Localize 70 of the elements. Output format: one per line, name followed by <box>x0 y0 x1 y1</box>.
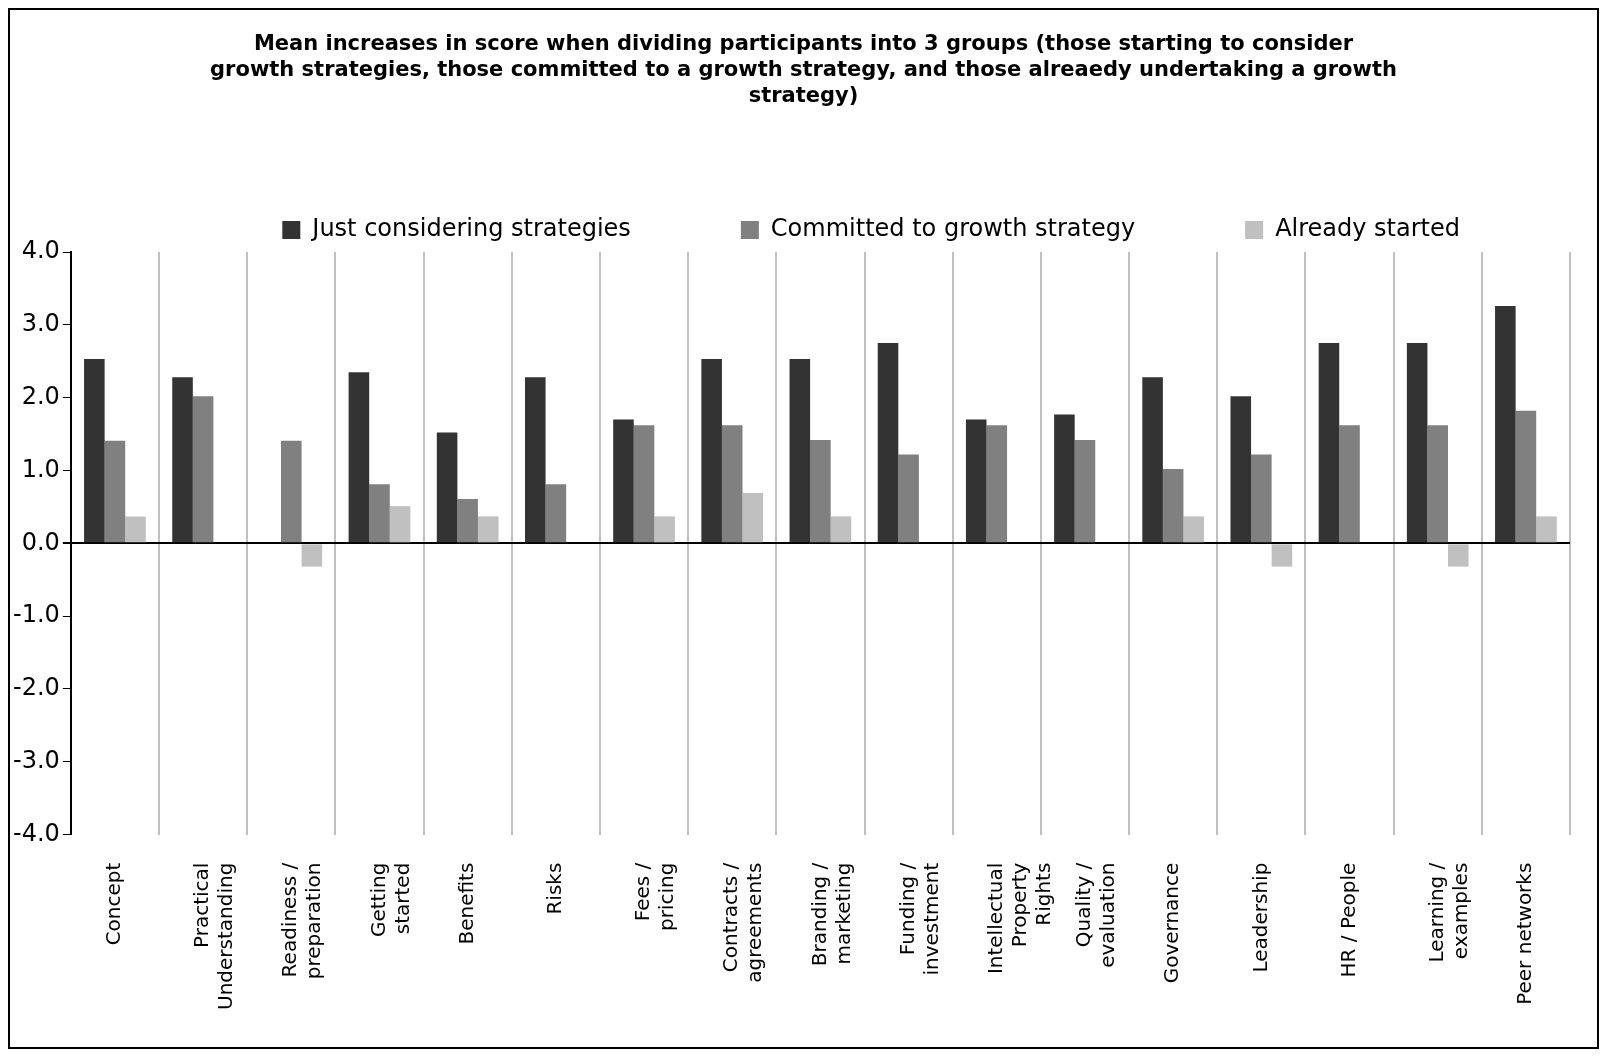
bar <box>545 484 567 543</box>
y-tick-label: 0.0 <box>21 527 60 556</box>
bar <box>613 419 634 543</box>
bar <box>810 439 831 543</box>
x-tick-label: HR / People <box>1335 862 1360 978</box>
y-tick-label: 2.0 <box>21 381 60 410</box>
x-tick-label: Readiness / preparation <box>277 862 326 980</box>
bar <box>524 377 546 543</box>
bar <box>1427 425 1449 543</box>
y-tick-label: 1.0 <box>21 454 60 483</box>
bar <box>965 419 987 543</box>
y-tick-label: -3.0 <box>13 746 60 775</box>
bar <box>789 359 811 543</box>
bar <box>1142 377 1163 543</box>
y-tick-label: 3.0 <box>21 309 60 338</box>
bar <box>389 506 411 543</box>
x-tick-label: Governance <box>1159 862 1184 984</box>
x-tick-label: Fees / pricing <box>630 862 679 932</box>
bar <box>830 516 852 543</box>
bar <box>457 498 478 543</box>
bar <box>986 425 1008 543</box>
bar <box>1251 454 1272 543</box>
bar <box>1230 396 1252 543</box>
bar <box>436 432 458 543</box>
bar <box>369 484 390 543</box>
y-tick-label: -1.0 <box>13 600 60 629</box>
legend-label: Already started <box>1275 214 1461 243</box>
bar <box>1406 343 1428 543</box>
bar <box>172 377 193 543</box>
bar <box>721 425 743 543</box>
bar <box>877 343 899 543</box>
bar <box>898 454 919 543</box>
bar <box>104 440 126 543</box>
x-tick-label: Concept <box>101 862 126 946</box>
legend-label: Just considering strategies <box>310 214 631 243</box>
bar <box>1318 343 1340 543</box>
y-tick-label: 4.0 <box>21 236 60 265</box>
bar <box>1448 544 1469 567</box>
bar <box>1074 439 1096 543</box>
bar <box>1495 305 1516 543</box>
x-tick-label: Quality / evaluation <box>1071 862 1120 968</box>
x-tick-label: Leadership <box>1247 862 1272 973</box>
bar <box>701 359 722 543</box>
x-tick-label: Practical Understanding <box>189 862 238 1011</box>
chart-title: Mean increases in score when dividing participants into 3 groups (those starting to consider growth strategies, those committed to a growth strategy, and those alreaedy undertaking a growth strategy) <box>209 30 1398 108</box>
bar <box>1054 414 1075 543</box>
bar <box>1515 410 1537 543</box>
bar <box>125 516 146 543</box>
x-tick-label: Peer networks <box>1512 862 1537 1005</box>
x-tick-label: Risks <box>542 862 567 915</box>
bar <box>301 544 323 567</box>
x-tick-label: Benefits <box>453 862 478 945</box>
bar <box>84 359 105 543</box>
bar <box>1162 469 1184 543</box>
bar <box>1339 425 1360 543</box>
bar <box>1536 516 1557 543</box>
bar <box>477 516 499 543</box>
bar <box>281 440 302 543</box>
x-tick-label: Intellectual Property Rights <box>982 862 1055 975</box>
y-tick-label: -2.0 <box>13 673 60 702</box>
y-tick-label: -4.0 <box>13 818 60 847</box>
bar <box>633 425 655 543</box>
bar <box>348 372 370 543</box>
legend-label: Committed to growth strategy <box>770 214 1136 243</box>
bar <box>1271 544 1293 567</box>
bar <box>192 396 214 543</box>
bar <box>654 516 675 543</box>
bar <box>742 493 764 543</box>
bar <box>1183 516 1205 543</box>
x-tick-label: Learning / examples <box>1423 862 1472 963</box>
